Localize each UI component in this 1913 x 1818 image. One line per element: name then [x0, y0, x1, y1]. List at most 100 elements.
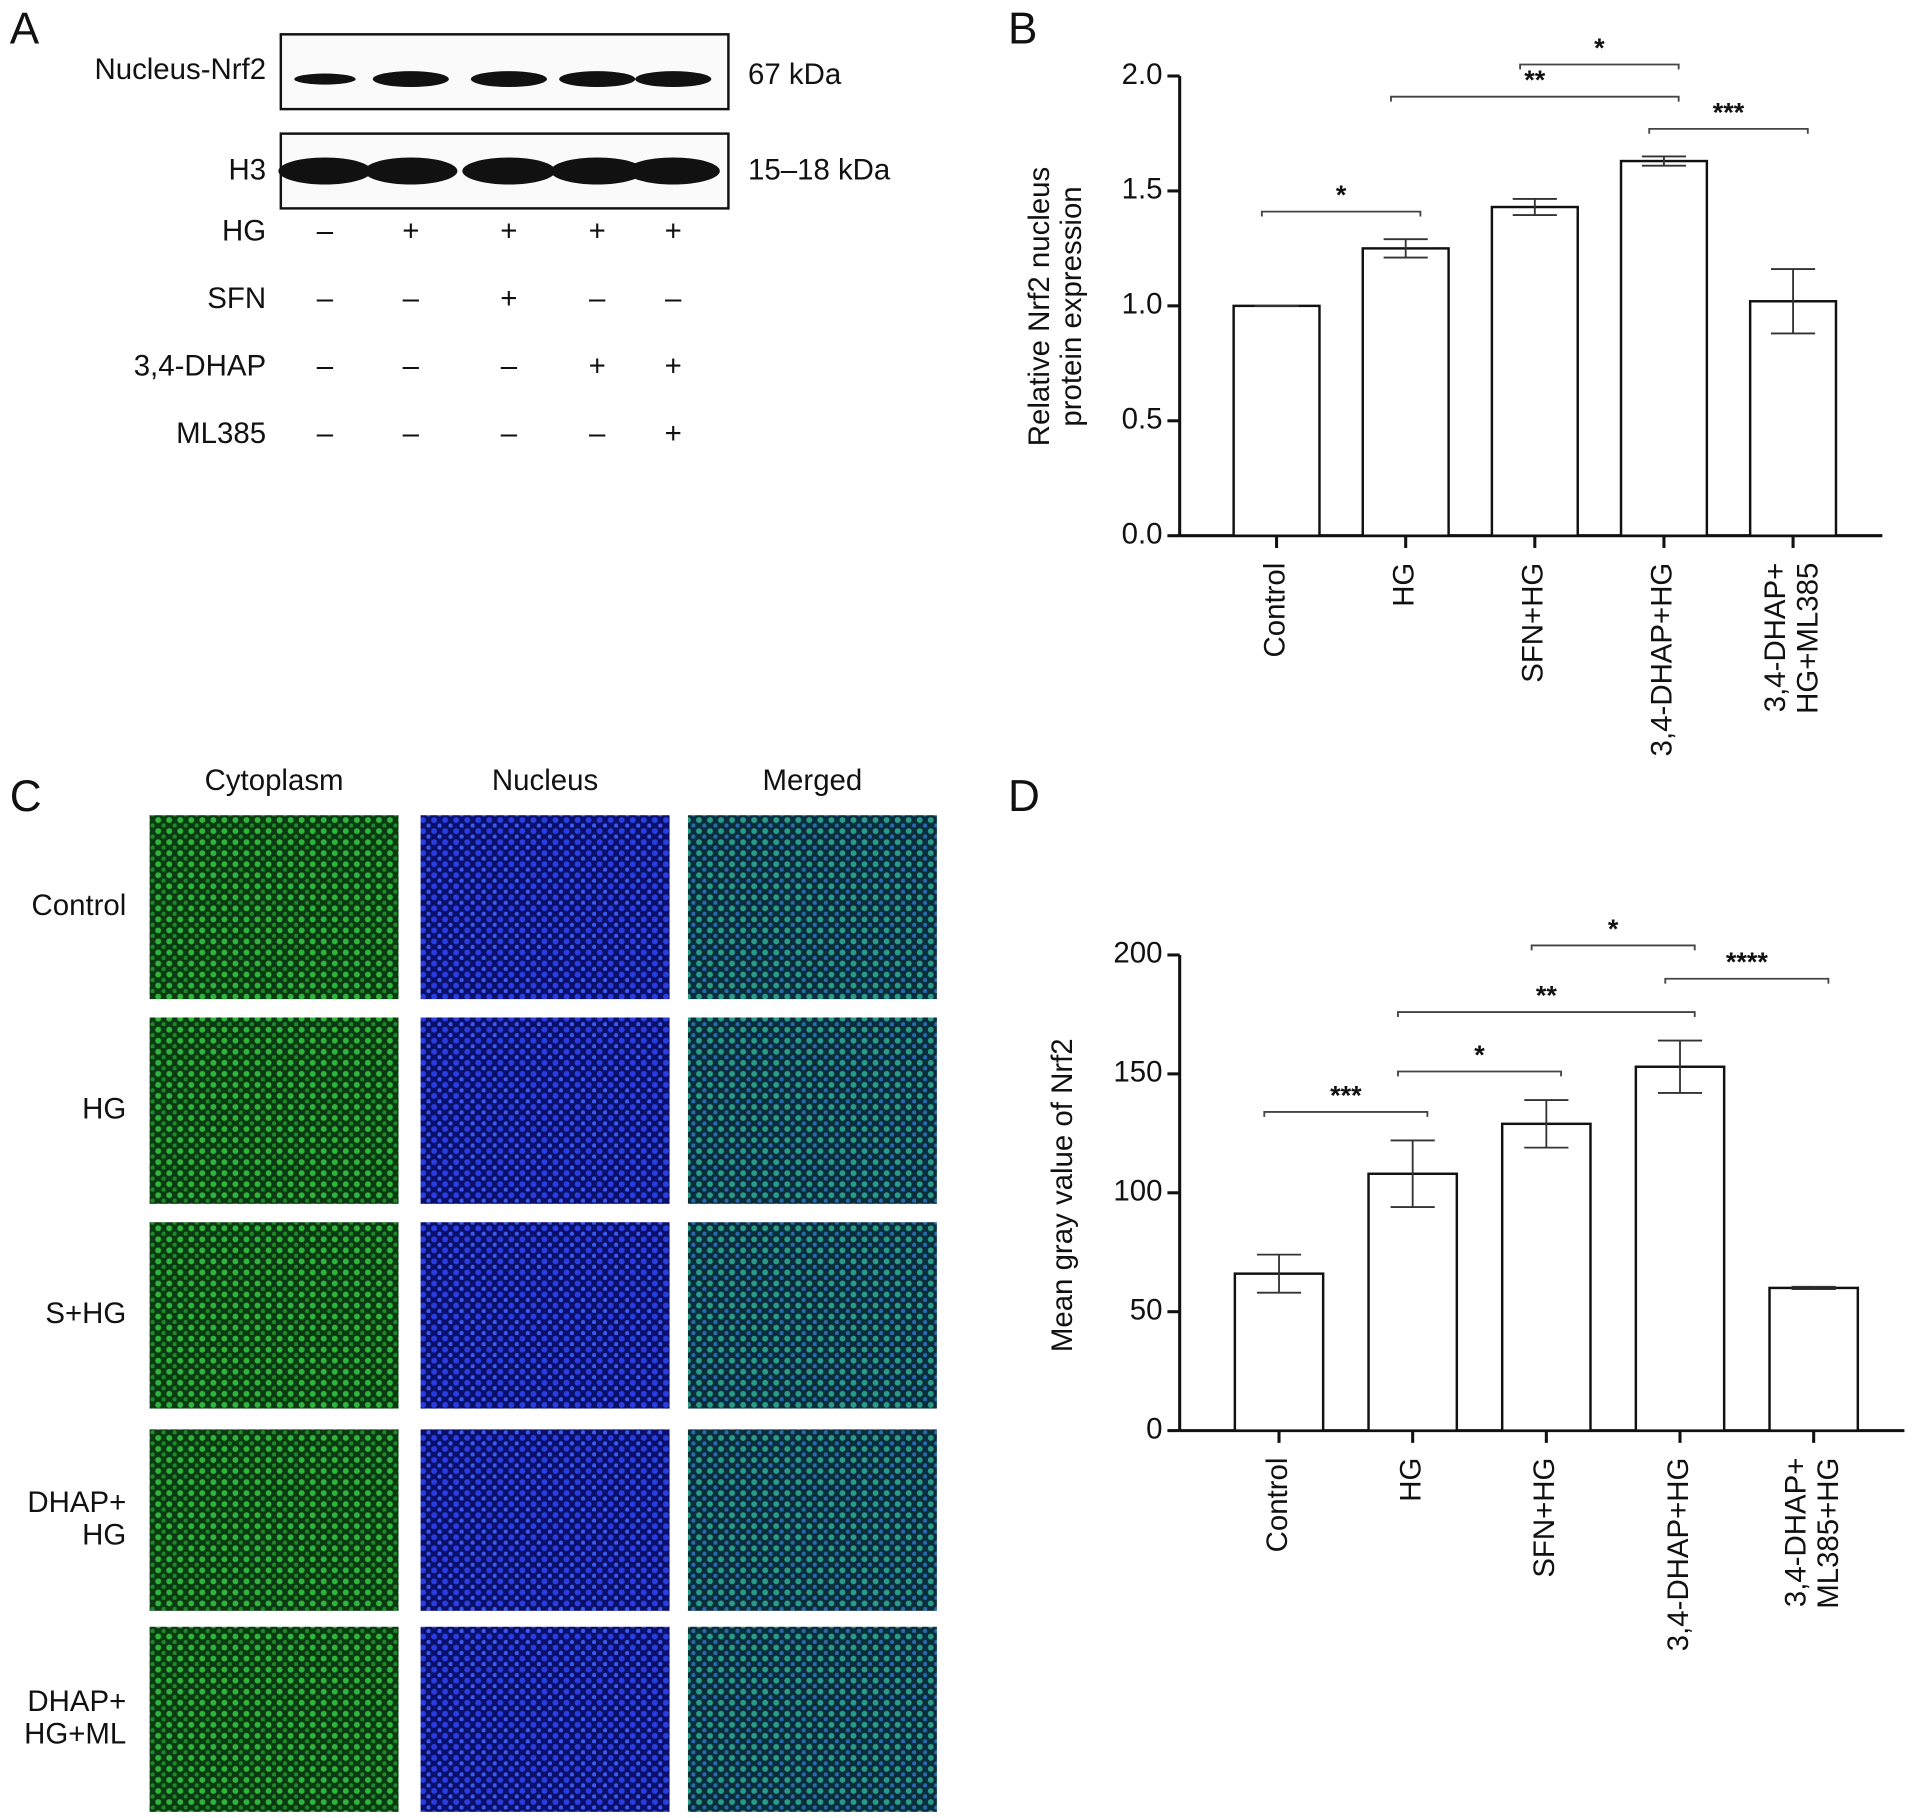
treatment-name: ML385 — [176, 417, 266, 450]
y-tick-label: 100 — [1113, 1175, 1162, 1208]
text-line: HG — [82, 1518, 126, 1551]
treatment-name: SFN — [207, 282, 266, 315]
bar — [1367, 1172, 1459, 1432]
significance-bracket — [1397, 1011, 1696, 1017]
micrograph — [687, 1429, 937, 1611]
blot-row-name: Nucleus-Nrf2 — [94, 53, 266, 86]
x-tick-label: Control — [1261, 1458, 1294, 1553]
bar — [1768, 1286, 1860, 1432]
column-header: Merged — [763, 764, 863, 797]
x-tick-label: 3,4-DHAP+HG — [1646, 563, 1679, 757]
panel-label: C — [10, 772, 42, 821]
significance-label: * — [1474, 1040, 1485, 1070]
text-line: DHAP+ — [27, 1685, 126, 1718]
treatment-sign: + — [500, 282, 517, 315]
treatment-sign: + — [500, 215, 517, 248]
micrograph — [420, 1017, 670, 1204]
treatment-sign: – — [317, 282, 334, 315]
treatment-sign: – — [403, 417, 420, 450]
significance-bracket — [1390, 95, 1680, 102]
significance-bracket — [1530, 944, 1696, 951]
y-tick-label: 1.0 — [1122, 288, 1163, 321]
significance-label: *** — [1330, 1080, 1362, 1110]
significance-bracket — [1260, 210, 1422, 217]
significance-label: * — [1608, 914, 1619, 944]
x-tick-label: HG — [1394, 1458, 1427, 1502]
y-tick-label: 0.5 — [1122, 403, 1163, 436]
blot-band — [462, 157, 556, 185]
treatment-sign: – — [589, 417, 606, 450]
micrograph — [687, 1626, 937, 1812]
y-tick-label: 0.0 — [1122, 517, 1163, 550]
text-line: protein expression — [1055, 186, 1088, 426]
significance-label: ** — [1524, 65, 1545, 95]
bar — [1500, 1122, 1592, 1432]
treatment-sign: – — [317, 350, 334, 383]
blot-band — [550, 157, 644, 185]
panel-label: D — [1008, 772, 1040, 821]
micrograph — [420, 1429, 670, 1611]
row-label: S+HG — [45, 1297, 126, 1330]
text-line: 3,4-DHAP+ — [1759, 563, 1792, 713]
treatment-sign: – — [501, 417, 518, 450]
text-line: HG+ML — [24, 1717, 126, 1750]
y-tick-label: 1.5 — [1122, 173, 1163, 206]
blot-band — [626, 157, 720, 185]
blot-band — [372, 71, 449, 88]
x-tick-label: Control — [1258, 563, 1291, 658]
treatment-sign: – — [403, 350, 420, 383]
micrograph — [687, 1222, 937, 1409]
micrograph — [149, 1222, 399, 1409]
x-tick-label: SFN+HG — [1528, 1458, 1561, 1578]
panel-label: A — [10, 5, 40, 54]
micrograph — [687, 1017, 937, 1204]
bar — [1748, 300, 1838, 537]
bar — [1490, 205, 1579, 537]
micrograph — [149, 1429, 399, 1611]
bar — [1232, 304, 1321, 537]
bar — [1233, 1272, 1325, 1432]
treatment-sign: – — [665, 282, 682, 315]
blot-band — [635, 71, 712, 88]
micrograph — [149, 815, 399, 1000]
row-label: HG — [82, 1092, 126, 1125]
significance-label: **** — [1726, 947, 1768, 977]
blot-band — [294, 73, 356, 85]
treatment-sign: – — [589, 282, 606, 315]
y-tick-label: 2.0 — [1122, 58, 1163, 91]
blot-row-name: H3 — [229, 153, 267, 186]
bar — [1634, 1065, 1726, 1432]
text-line: Relative Nrf2 nucleus — [1023, 167, 1056, 446]
treatment-sign: + — [589, 350, 606, 383]
micrograph — [420, 1222, 670, 1409]
panel-label: B — [1008, 5, 1037, 54]
column-header: Nucleus — [492, 764, 598, 797]
micrograph — [420, 815, 670, 1000]
treatment-sign: – — [501, 350, 518, 383]
text-line: HG+ML385 — [1791, 563, 1824, 714]
significance-label: ** — [1536, 980, 1557, 1010]
treatment-sign: + — [665, 350, 682, 383]
y-tick-label: 200 — [1113, 937, 1162, 970]
bar — [1361, 247, 1450, 537]
x-tick-label: SFN+HG — [1517, 563, 1550, 683]
treatment-sign: – — [403, 282, 420, 315]
micrograph — [149, 1017, 399, 1204]
row-label: DHAP+ HG+ML — [24, 1685, 126, 1750]
significance-bracket — [1263, 1111, 1429, 1117]
y-axis-label: Mean gray value of Nrf2 — [1046, 1038, 1079, 1352]
treatment-sign: + — [665, 215, 682, 248]
x-tick-label: 3,4-DHAP+ML385+HG — [1779, 1458, 1844, 1609]
significance-bracket — [1519, 63, 1680, 70]
y-tick-label: 50 — [1130, 1293, 1163, 1326]
bar — [1619, 159, 1709, 537]
treatment-sign: + — [589, 215, 606, 248]
x-tick-label: HG — [1387, 563, 1420, 607]
treatment-name: HG — [222, 215, 266, 248]
column-header: Cytoplasm — [205, 764, 344, 797]
x-tick-label: 3,4-DHAP+HG+ML385 — [1759, 563, 1824, 714]
significance-label: * — [1594, 33, 1605, 63]
blot-size: 15–18 kDa — [748, 153, 891, 186]
